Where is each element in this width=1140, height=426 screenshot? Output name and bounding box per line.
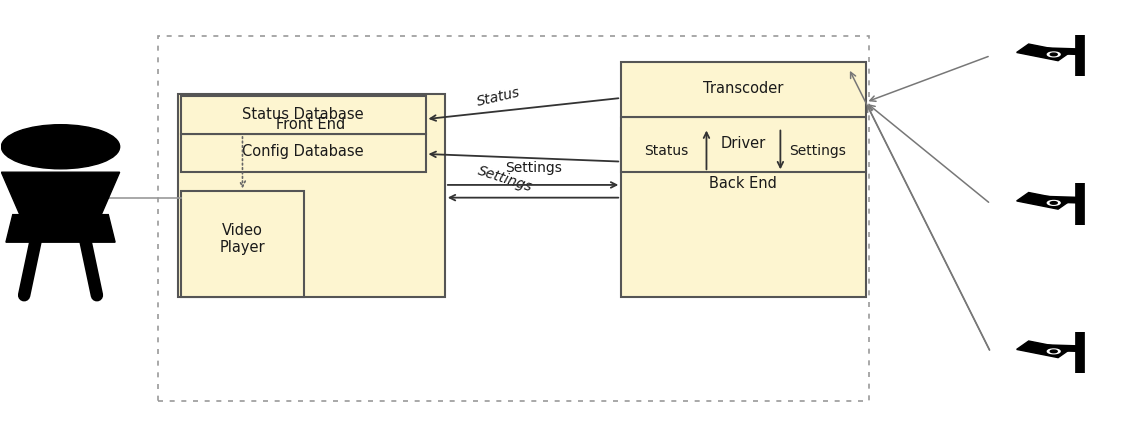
- Circle shape: [1048, 53, 1060, 58]
- Text: Front End: Front End: [276, 117, 345, 132]
- Text: Transcoder: Transcoder: [702, 81, 783, 95]
- Bar: [621, 128, 865, 298]
- Circle shape: [1048, 349, 1060, 354]
- Text: Status: Status: [644, 144, 689, 157]
- Circle shape: [1050, 54, 1057, 57]
- Text: Settings: Settings: [477, 163, 535, 194]
- Polygon shape: [6, 215, 115, 243]
- Text: Config Database: Config Database: [242, 144, 364, 159]
- Text: Settings: Settings: [790, 144, 846, 157]
- Text: Back End: Back End: [709, 176, 776, 191]
- Text: Video
Player: Video Player: [220, 222, 266, 255]
- Text: Settings: Settings: [505, 161, 562, 175]
- Text: Status Database: Status Database: [242, 107, 364, 122]
- Bar: [181, 135, 425, 173]
- Bar: [621, 63, 865, 118]
- Polygon shape: [1017, 341, 1070, 358]
- Circle shape: [1050, 202, 1057, 205]
- Polygon shape: [1017, 45, 1070, 61]
- Bar: [181, 192, 304, 298]
- Polygon shape: [1017, 193, 1070, 210]
- Circle shape: [1048, 201, 1060, 206]
- Bar: [181, 97, 425, 135]
- Bar: [178, 95, 445, 298]
- Circle shape: [1, 125, 120, 170]
- Bar: [158, 37, 869, 401]
- Text: Status: Status: [475, 85, 521, 108]
- Bar: [621, 118, 865, 173]
- Circle shape: [1050, 350, 1057, 353]
- Text: Driver: Driver: [720, 136, 765, 151]
- Polygon shape: [1, 173, 120, 217]
